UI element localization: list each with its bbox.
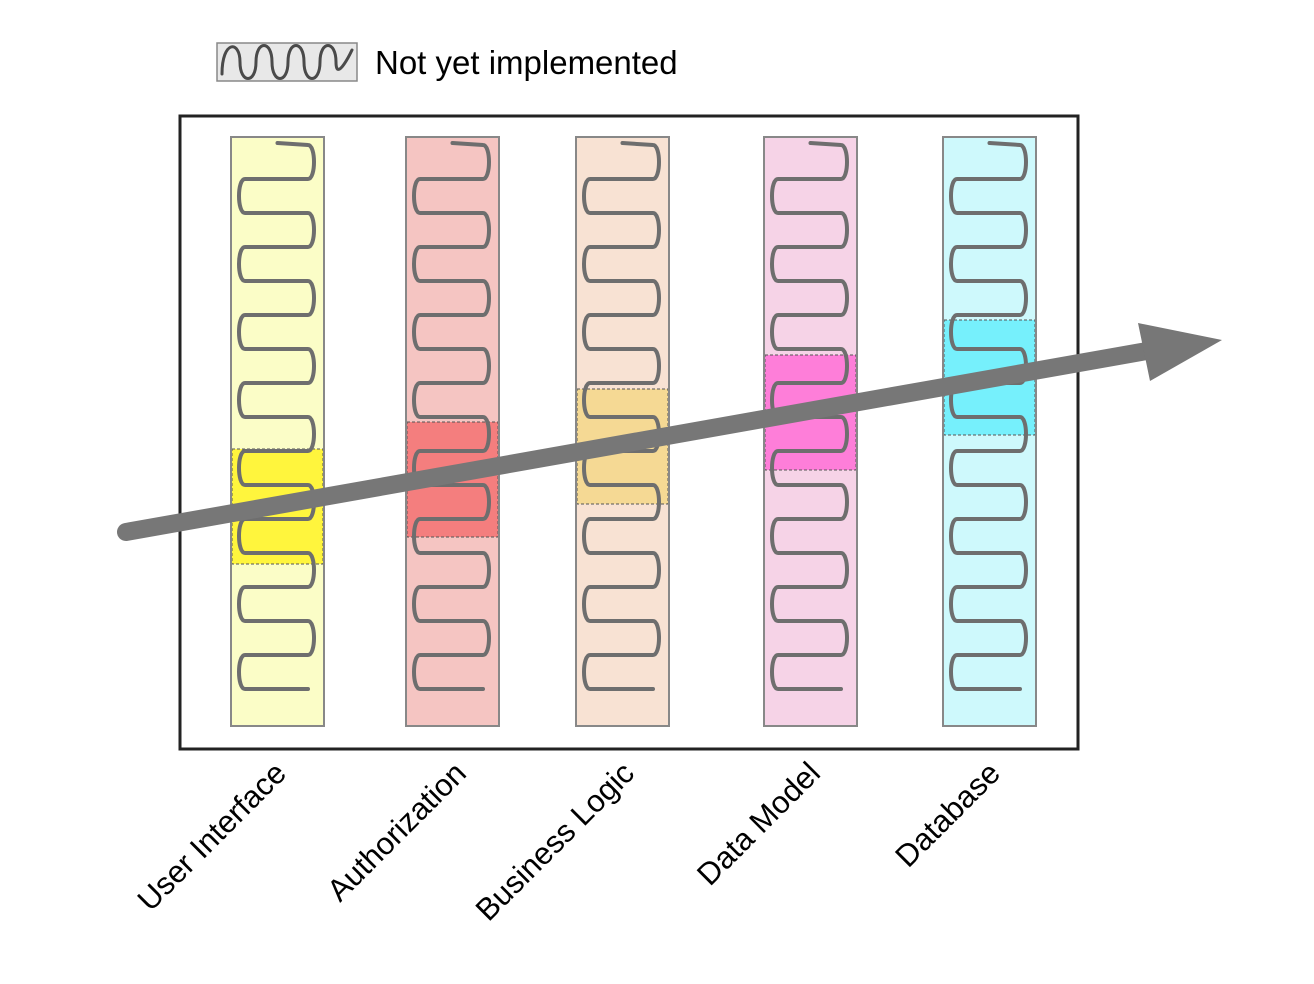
layer-label-data-model: Data Model — [690, 755, 827, 892]
layer-labels: User Interface Authorization Business Lo… — [131, 755, 1007, 927]
layer-label-database: Database — [888, 755, 1007, 874]
layer-column-user-interface — [230, 136, 325, 727]
squiggle-icon — [220, 44, 354, 80]
system-frame — [178, 114, 1080, 751]
layer-label-authorization: Authorization — [320, 755, 473, 908]
column-border — [405, 136, 500, 727]
layer-label-business-logic: Business Logic — [469, 755, 641, 927]
not-implemented-squiggle — [412, 141, 491, 691]
arrow-head — [1138, 323, 1222, 381]
layer-column-data-model — [763, 136, 858, 727]
column-border — [942, 136, 1037, 727]
arrow-shaft — [117, 340, 1167, 541]
layer-label-user-interface: User Interface — [131, 755, 293, 917]
layer-columns — [230, 136, 1037, 727]
not-implemented-squiggle — [582, 141, 661, 691]
layer-column-authorization — [405, 136, 500, 727]
layer-column-database — [942, 136, 1037, 727]
column-border — [763, 136, 858, 727]
column-background — [231, 137, 324, 726]
legend: Not yet implemented — [216, 42, 678, 82]
not-implemented-squiggle — [949, 141, 1028, 691]
feature-arrow — [117, 323, 1222, 541]
legend-label: Not yet implemented — [375, 44, 678, 81]
not-implemented-squiggle — [237, 141, 316, 691]
column-border — [230, 136, 325, 727]
